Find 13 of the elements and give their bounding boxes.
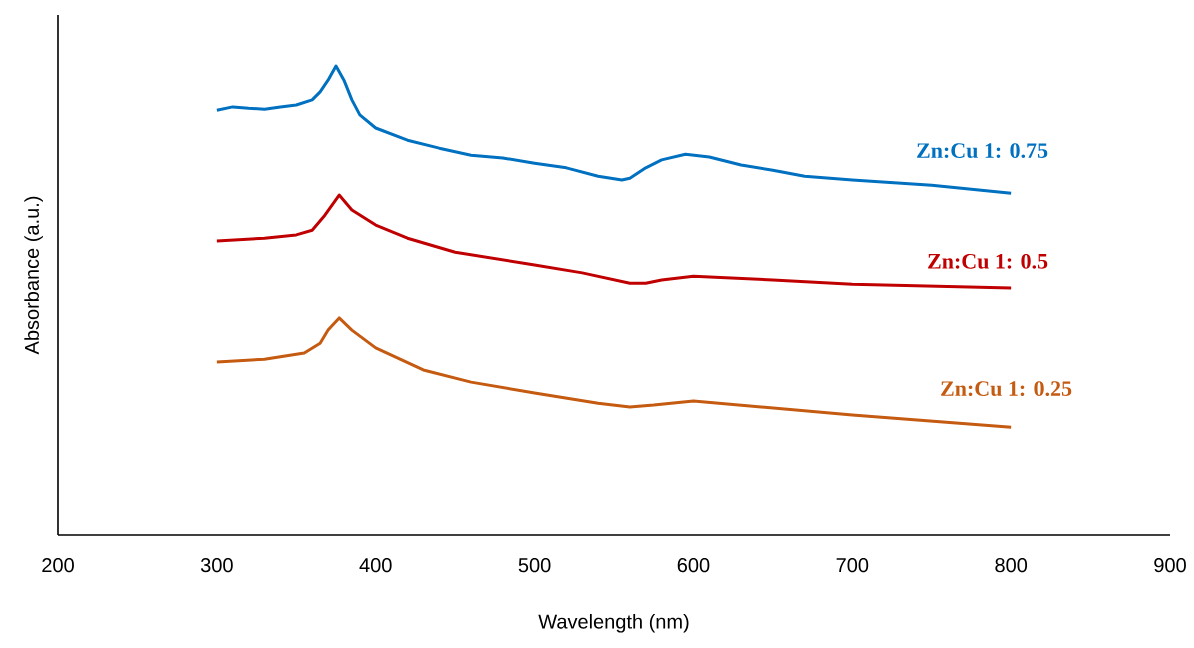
x-tick-label: 800 [995, 558, 1028, 573]
x-tick-label: 900 [1154, 558, 1186, 573]
x-axis-title: Wavelength (nm) [538, 613, 689, 633]
x-tick-label: 400 [359, 558, 392, 573]
x-tick-label: 700 [836, 558, 869, 573]
y-axis-title: Absorbance (a.u.) [24, 196, 43, 355]
series-label: Zn:Cu 1: 0.25 [941, 381, 1072, 397]
x-tick-label: 500 [518, 558, 551, 573]
series-label: Zn:Cu 1: 0.75 [917, 143, 1048, 159]
series-label: Zn:Cu 1: 0.5 [928, 253, 1048, 269]
x-tick-label: 200 [42, 558, 74, 573]
x-tick-label: 600 [677, 558, 710, 573]
x-tick-label: 300 [200, 558, 233, 573]
